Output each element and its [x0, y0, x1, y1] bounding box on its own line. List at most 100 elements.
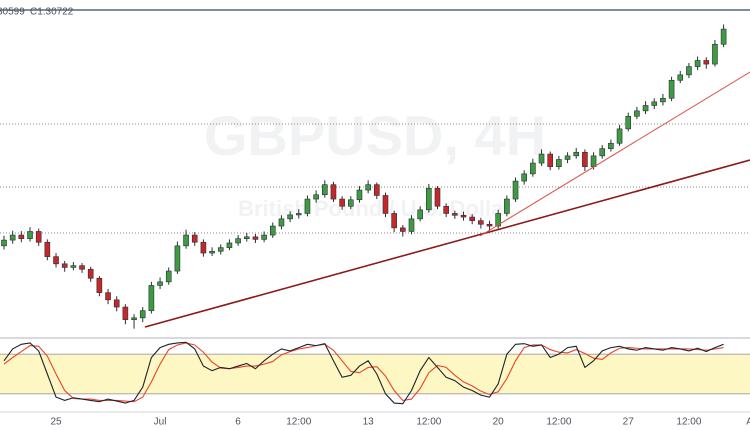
candle-body — [417, 209, 423, 220]
candle-body — [165, 270, 172, 283]
x-tick-label: Jul — [154, 417, 167, 428]
candle-body — [157, 281, 163, 286]
candle-body — [304, 198, 311, 214]
candle-body — [200, 241, 207, 254]
candle-body — [87, 268, 94, 279]
x-tick-label: 13 — [363, 417, 375, 428]
x-tick-label: 6 — [235, 417, 241, 428]
candle-body — [686, 66, 692, 76]
candle-body — [668, 79, 675, 99]
trendline — [479, 71, 750, 237]
candle-body — [590, 155, 597, 167]
candle-body — [599, 148, 606, 157]
candle-body — [261, 234, 267, 240]
x-tick-label: 25 — [50, 417, 62, 428]
candle-body — [122, 306, 129, 320]
oscillator-line — [3, 342, 724, 403]
candle-body — [530, 162, 536, 175]
candle-body — [209, 250, 215, 254]
candle-body — [70, 265, 77, 268]
layout: GBPUSD, 4H British Pound / U.S. Dollar 3… — [0, 7, 750, 413]
candle-body — [174, 245, 181, 272]
header-value: 30599 — [0, 7, 25, 18]
candle-body — [573, 151, 580, 157]
candle-body — [96, 277, 103, 293]
candle-body — [391, 213, 397, 229]
candle-body — [616, 128, 623, 144]
marks — [1, 24, 727, 405]
candle-body — [564, 155, 571, 160]
candle-body — [495, 213, 501, 227]
candle-body — [512, 180, 519, 200]
candle-body — [27, 231, 33, 239]
oscillator-band — [0, 354, 750, 394]
candle-body — [608, 142, 614, 149]
candle-body — [365, 184, 371, 191]
candle-body — [677, 74, 684, 81]
candle-body — [486, 223, 493, 227]
header-value: C1.30722 — [30, 7, 74, 18]
candle-body — [217, 247, 224, 252]
candle-body — [113, 299, 120, 308]
candle-body — [443, 205, 449, 214]
candle-body — [61, 263, 68, 268]
x-tick-label: 12:00 — [546, 417, 571, 428]
x-tick-label: 12:00 — [286, 417, 311, 428]
x-tick-label: 12:00 — [416, 417, 441, 428]
candle-body — [426, 187, 432, 211]
x-tick-label: A — [746, 417, 750, 428]
x-tick-label: 20 — [493, 417, 505, 428]
candle-body — [374, 184, 380, 196]
watermark-subtitle: British Pound / U.S. Dollar — [238, 196, 512, 221]
candle-body — [582, 151, 588, 167]
candle-body — [105, 292, 111, 301]
candle-body — [148, 285, 155, 311]
candle-body — [321, 184, 328, 196]
candle-body — [295, 213, 302, 216]
x-tick-label: 27 — [623, 417, 635, 428]
candle-body — [226, 242, 233, 248]
candle-body — [400, 227, 406, 232]
candle-body — [556, 159, 562, 167]
trendlines — [144, 71, 750, 328]
candle-body — [504, 198, 510, 214]
candle-body — [452, 213, 458, 216]
candle-body — [712, 43, 718, 65]
candle-body — [694, 60, 701, 67]
oscillator-band-group — [0, 353, 750, 395]
candle-body — [269, 225, 276, 236]
candle-body — [720, 28, 727, 45]
x-tick-label: 12:00 — [676, 417, 701, 428]
candle-body — [183, 234, 189, 247]
candle-body — [356, 189, 363, 201]
candle-body — [235, 238, 241, 244]
candle-body — [79, 265, 85, 270]
candle-body — [44, 241, 51, 257]
candle-body — [634, 110, 640, 117]
candle-body — [131, 317, 137, 320]
candle-body — [547, 153, 554, 167]
candle-body — [382, 195, 389, 214]
candle-body — [313, 194, 319, 200]
candle-body — [625, 115, 632, 130]
candle-body — [9, 234, 16, 241]
candle-body — [660, 97, 666, 103]
candle-body — [703, 60, 710, 65]
candle-body — [139, 310, 146, 319]
candle-body — [1, 239, 7, 247]
candle-body — [243, 236, 250, 239]
oscillator-line — [3, 341, 724, 405]
candle-body — [478, 220, 484, 225]
watermark: GBPUSD, 4H — [204, 104, 546, 167]
candle-body — [53, 256, 59, 265]
candle-body — [460, 214, 467, 218]
candle-body — [252, 236, 259, 240]
candle-body — [18, 234, 25, 239]
candle-body — [278, 218, 285, 227]
candle-body — [330, 184, 337, 200]
candle-body — [521, 173, 528, 182]
candle-body — [408, 218, 415, 232]
candle-body — [651, 101, 658, 106]
candle-body — [35, 231, 42, 243]
